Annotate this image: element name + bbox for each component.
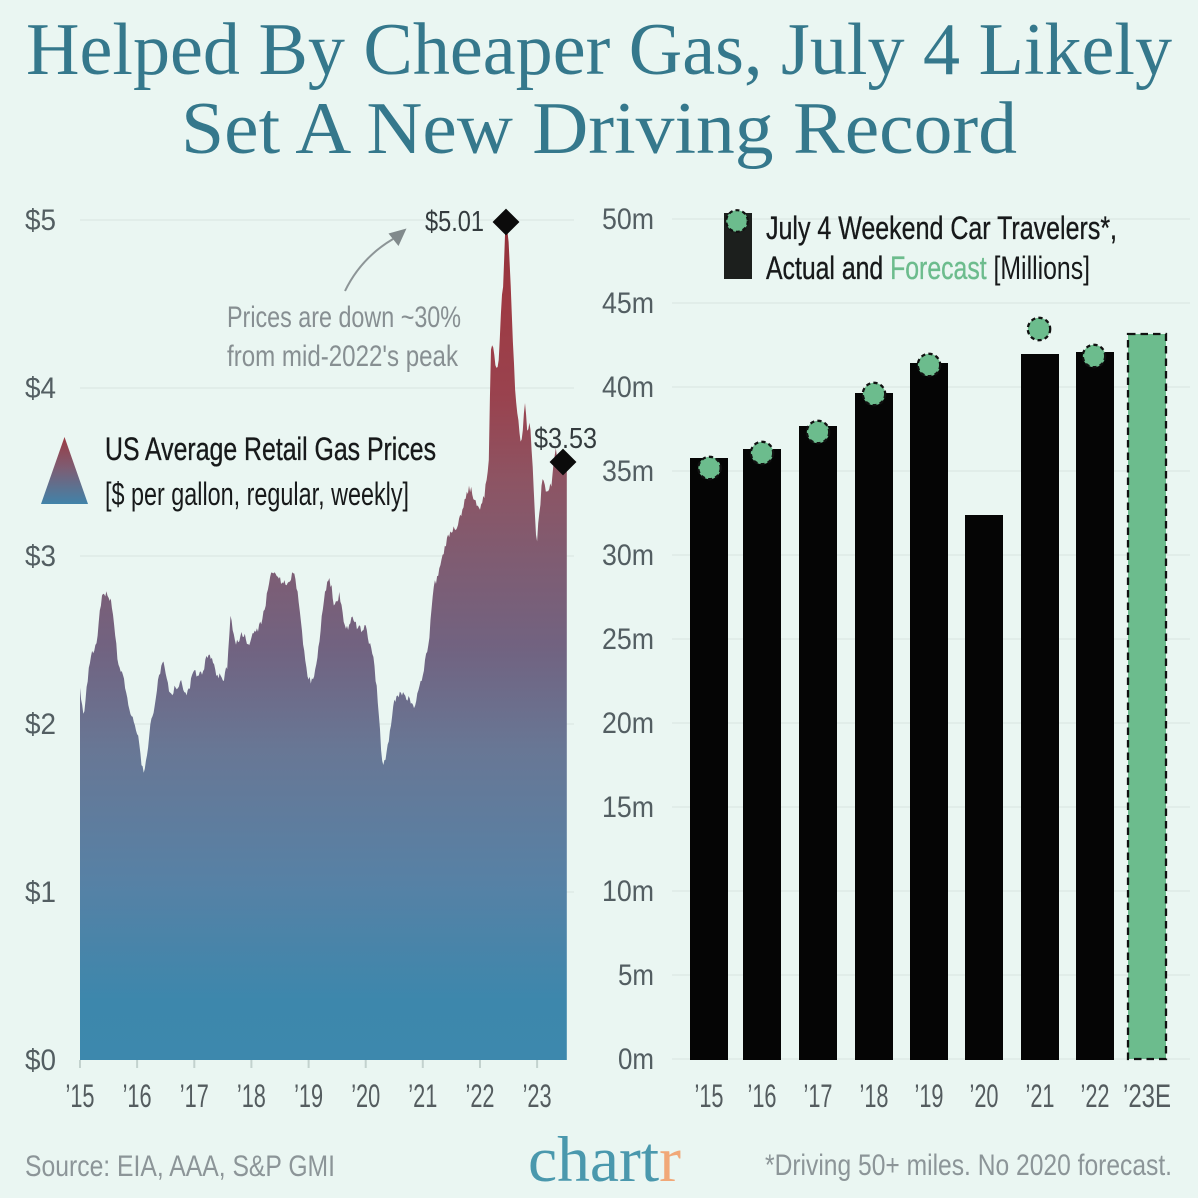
svg-text:’18: ’18 [237, 1078, 266, 1114]
svg-text:’15: ’15 [695, 1078, 724, 1114]
svg-text:Set A New Driving Record: Set A New Driving Record [181, 88, 1017, 170]
svg-text:50m: 50m [602, 203, 654, 236]
svg-text:Prices are down ~30%: Prices are down ~30% [227, 301, 461, 334]
svg-text:$3: $3 [25, 540, 56, 573]
svg-text:’19: ’19 [915, 1078, 944, 1114]
svg-text:Actual and Forecast [Millions]: Actual and Forecast [Millions] [766, 250, 1090, 286]
svg-text:$5: $5 [25, 204, 56, 237]
svg-text:’16: ’16 [123, 1078, 152, 1114]
svg-text:’16: ’16 [748, 1078, 777, 1114]
svg-text:’18: ’18 [860, 1078, 889, 1114]
svg-text:0m: 0m [618, 1043, 654, 1076]
svg-text:chartr: chartr [528, 1124, 681, 1196]
svg-text:’21: ’21 [1026, 1078, 1055, 1114]
svg-text:’22: ’22 [466, 1078, 495, 1114]
svg-text:[$ per gallon, regular, weekly: [$ per gallon, regular, weekly] [105, 476, 409, 512]
svg-text:from mid-2022's peak: from mid-2022's peak [227, 340, 459, 373]
svg-text:35m: 35m [602, 455, 654, 488]
svg-text:$5.01: $5.01 [425, 206, 484, 238]
svg-text:10m: 10m [602, 875, 654, 908]
svg-text:20m: 20m [602, 707, 654, 740]
svg-text:’17: ’17 [804, 1078, 833, 1114]
svg-text:US Average Retail Gas Prices: US Average Retail Gas Prices [105, 431, 436, 467]
svg-text:$2: $2 [25, 708, 56, 741]
svg-text:$4: $4 [25, 372, 56, 405]
svg-text:25m: 25m [602, 623, 654, 656]
svg-text:$1: $1 [25, 876, 56, 909]
svg-text:45m: 45m [602, 287, 654, 320]
svg-text:$3.53: $3.53 [534, 423, 597, 455]
svg-text:’21: ’21 [408, 1078, 437, 1114]
svg-text:’20: ’20 [351, 1078, 380, 1114]
svg-text:’19: ’19 [294, 1078, 323, 1114]
svg-text:’23E: ’23E [1123, 1078, 1171, 1114]
svg-text:’22: ’22 [1081, 1078, 1110, 1114]
svg-text:$0: $0 [25, 1044, 56, 1077]
svg-text:’17: ’17 [180, 1078, 209, 1114]
svg-text:15m: 15m [602, 791, 654, 824]
svg-text:40m: 40m [602, 371, 654, 404]
svg-text:*Driving 50+ miles. No 2020 fo: *Driving 50+ miles. No 2020 forecast. [765, 1149, 1172, 1182]
svg-text:’15: ’15 [66, 1078, 95, 1114]
svg-text:Source: EIA, AAA, S&P GMI: Source: EIA, AAA, S&P GMI [25, 1150, 335, 1183]
svg-text:Helped By Cheaper Gas, July 4: Helped By Cheaper Gas, July 4 Likely [26, 9, 1172, 91]
svg-text:July 4 Weekend Car Travelers*,: July 4 Weekend Car Travelers*, [766, 210, 1117, 246]
svg-text:5m: 5m [618, 959, 654, 992]
svg-text:’23: ’23 [523, 1078, 552, 1114]
svg-text:30m: 30m [602, 539, 654, 572]
svg-text:’20: ’20 [970, 1078, 999, 1114]
